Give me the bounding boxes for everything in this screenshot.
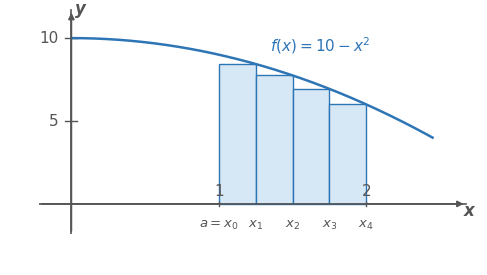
- Text: 5: 5: [49, 114, 58, 128]
- Text: $x_3$: $x_3$: [322, 219, 337, 232]
- Text: 1: 1: [214, 184, 224, 199]
- Bar: [256, 75, 293, 204]
- Bar: [219, 64, 256, 204]
- Bar: [329, 104, 366, 204]
- Text: $f(x) = 10 - x^2$: $f(x) = 10 - x^2$: [270, 35, 371, 56]
- Text: $x_1$: $x_1$: [248, 219, 263, 232]
- Text: y: y: [75, 0, 86, 18]
- Text: 2: 2: [361, 184, 371, 199]
- Text: 10: 10: [39, 31, 58, 46]
- Text: $a = x_0$: $a = x_0$: [199, 219, 239, 232]
- Bar: [293, 89, 329, 204]
- Text: $x_2$: $x_2$: [285, 219, 300, 232]
- Text: x: x: [464, 202, 475, 220]
- Text: $x_4$: $x_4$: [358, 219, 374, 232]
